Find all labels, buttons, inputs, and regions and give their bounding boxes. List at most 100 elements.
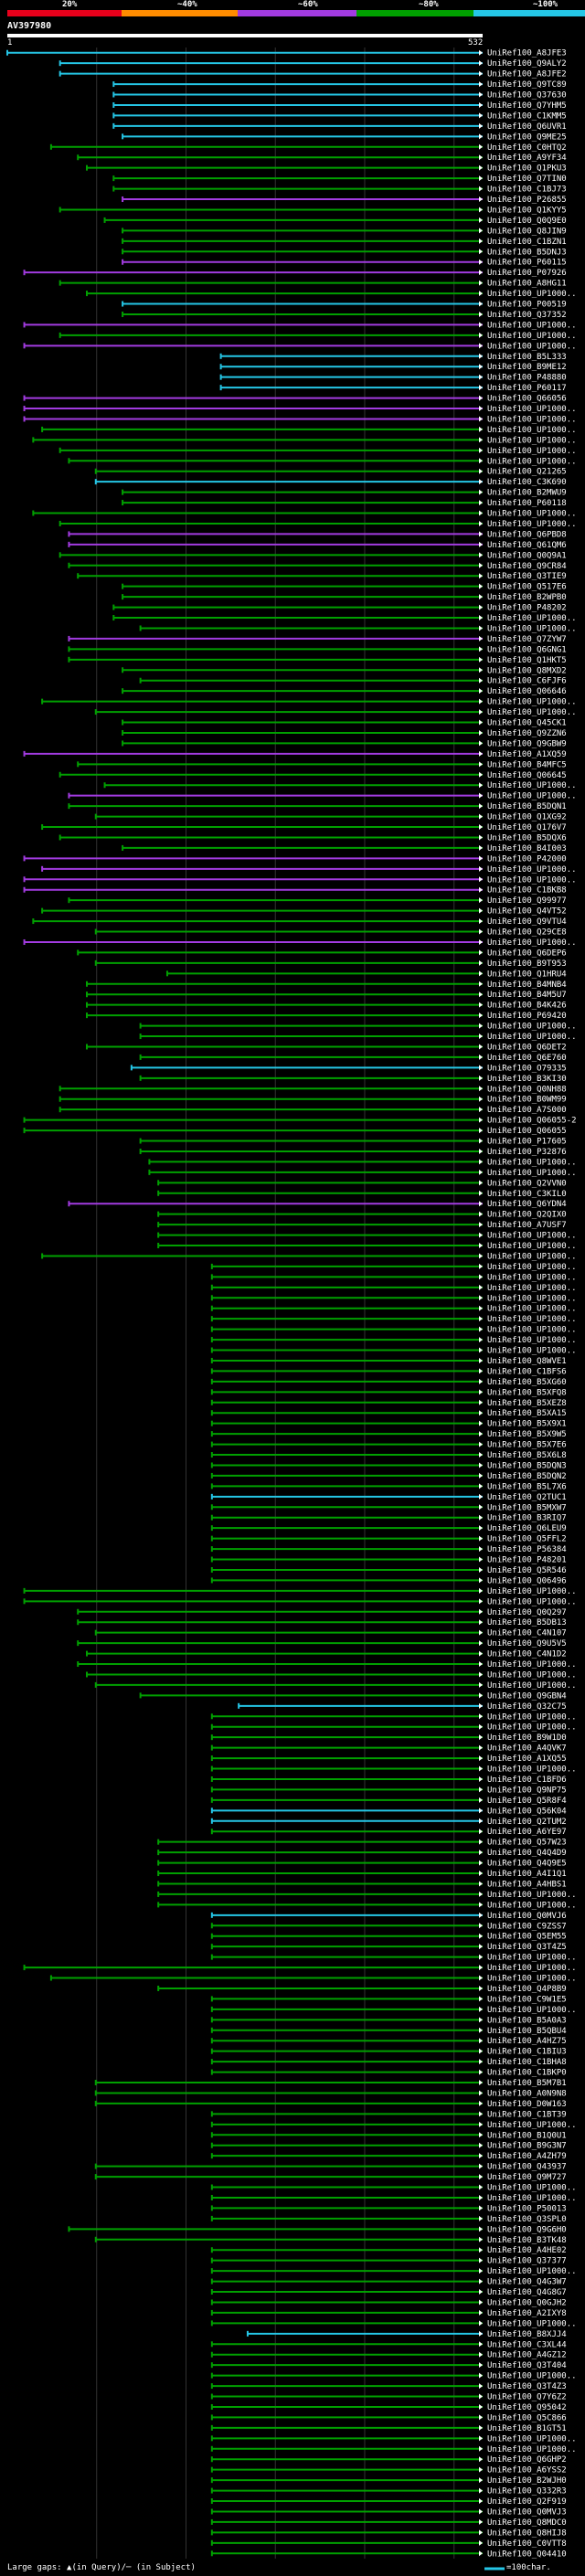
hit-label: UniRef100_P32876	[487, 1148, 567, 1157]
hit-label: UniRef100_UP1000..	[487, 1158, 577, 1167]
hit-end-arrow	[479, 1640, 483, 1647]
hit-label: UniRef100_UP1000..	[487, 447, 577, 456]
hit-end-arrow	[479, 1201, 483, 1207]
hit-end-arrow	[479, 447, 483, 453]
hit-label: UniRef100_UP1000..	[487, 2445, 577, 2454]
hit-label: UniRef100_A7S000	[487, 1106, 567, 1115]
hit-label: UniRef100_B2WJH0	[487, 2476, 567, 2486]
hit-end-arrow	[479, 1881, 483, 1887]
hit-label: UniRef100_Q9ME25	[487, 133, 567, 142]
hit-end-arrow	[479, 122, 483, 129]
hit-label: UniRef100_Q3T404	[487, 2361, 567, 2370]
hit-label: UniRef100_B5DQN3	[487, 1461, 567, 1470]
hit-end-arrow	[479, 1923, 483, 1929]
hit-end-arrow	[479, 635, 483, 641]
hit-label: UniRef100_C1BHA8	[487, 2058, 567, 2067]
hit-end-arrow	[479, 531, 483, 537]
hit-label: UniRef100_A1XQ59	[487, 750, 567, 759]
hit-end-arrow	[479, 2100, 483, 2106]
hit-label: UniRef100_B5QBU4	[487, 2027, 567, 2036]
hit-label: UniRef100_UP1000..	[487, 290, 577, 299]
hit-label: UniRef100_Q0Q9E0	[487, 217, 567, 226]
legend-bar-green	[356, 10, 473, 16]
hit-end-arrow	[479, 1222, 483, 1228]
hit-label: UniRef100_A0N9N8	[487, 2089, 567, 2098]
hit-end-arrow	[479, 154, 483, 161]
hit-label: UniRef100_Q4P8B9	[487, 1985, 567, 1994]
hit-end-arrow	[479, 1441, 483, 1447]
hit-label: UniRef100_B4MNB4	[487, 981, 567, 990]
hit-label: UniRef100_Q6YDN4	[487, 1200, 567, 1209]
hit-end-arrow	[479, 112, 483, 119]
hit-label: UniRef100_C1BFS6	[487, 1367, 567, 1376]
hit-label: UniRef100_P60118	[487, 499, 567, 508]
hit-end-arrow	[479, 2299, 483, 2306]
hit-label: UniRef100_UP1000..	[487, 708, 577, 717]
hit-end-arrow	[479, 1472, 483, 1479]
hit-end-arrow	[479, 468, 483, 474]
hit-label: UniRef100_Q06055	[487, 1127, 567, 1136]
legend-label-80: ~80%	[419, 0, 439, 9]
hit-label: UniRef100_UP1000..	[487, 415, 577, 424]
hit-end-arrow	[479, 249, 483, 255]
hit-label: UniRef100_B4MFC5	[487, 760, 567, 769]
hit-label: UniRef100_Q6DET2	[487, 1043, 567, 1052]
hit-end-arrow	[479, 2017, 483, 2023]
hit-end-arrow	[479, 1316, 483, 1322]
hit-label: UniRef100_Q8WVE1	[487, 1357, 567, 1366]
hit-end-arrow	[479, 981, 483, 987]
hit-end-arrow	[479, 1944, 483, 1950]
hit-label: UniRef100_Q3TIE9	[487, 572, 567, 581]
hit-label: UniRef100_C6FJF6	[487, 677, 567, 686]
hit-end-arrow	[479, 1587, 483, 1594]
hit-end-arrow	[479, 143, 483, 150]
hit-end-arrow	[479, 1389, 483, 1395]
hit-end-arrow	[479, 740, 483, 747]
hit-end-arrow	[479, 1975, 483, 1981]
hit-label: UniRef100_B1Q0U1	[487, 2131, 567, 2140]
hit-label: UniRef100_UP1000..	[487, 938, 577, 948]
hit-label: UniRef100_UP1000..	[487, 1284, 577, 1293]
hit-end-arrow	[479, 2080, 483, 2086]
hit-label: UniRef100_Q4G3W7	[487, 2278, 567, 2287]
hit-label: UniRef100_P26855	[487, 196, 567, 205]
hit-end-arrow	[479, 374, 483, 380]
hit-end-arrow	[479, 458, 483, 464]
hit-label: UniRef100_C1BKP0	[487, 2069, 567, 2078]
hit-end-arrow	[479, 1023, 483, 1029]
hit-label: UniRef100_P60117	[487, 384, 567, 393]
query-name: AV397980	[7, 21, 52, 31]
hit-label: UniRef100_Q61QM6	[487, 541, 567, 550]
hit-label: UniRef100_Q37352	[487, 311, 567, 320]
hit-label: UniRef100_C1BKB8	[487, 886, 567, 896]
hit-label: UniRef100_A2IXY8	[487, 2309, 567, 2318]
hit-end-arrow	[479, 1065, 483, 1071]
hit-label: UniRef100_B5X6L8	[487, 1451, 567, 1460]
hit-label: UniRef100_Q0NH88	[487, 1085, 567, 1094]
hit-label: UniRef100_Q7TIN0	[487, 175, 567, 184]
hit-end-arrow	[479, 1546, 483, 1553]
hit-label: UniRef100_UP1000..	[487, 865, 577, 875]
hit-end-arrow	[479, 2414, 483, 2421]
hit-label: UniRef100_Q57W23	[487, 1839, 567, 1848]
hit-label: UniRef100_Q37630	[487, 91, 567, 101]
hit-label: UniRef100_A4GZ12	[487, 2351, 567, 2360]
hit-label: UniRef100_UP1000..	[487, 1315, 577, 1324]
hit-label: UniRef100_UP1000..	[487, 342, 577, 351]
hit-label: UniRef100_A4HBS1	[487, 1880, 567, 1889]
hit-label: UniRef100_B5XFQ8	[487, 1388, 567, 1397]
hit-label: UniRef100_A4ZH79	[487, 2152, 567, 2161]
hit-end-arrow	[479, 2341, 483, 2348]
hit-label: UniRef100_UP1000..	[487, 1964, 577, 1973]
hit-end-arrow	[479, 406, 483, 412]
hit-label: UniRef100_C3XL44	[487, 2340, 567, 2349]
hit-label: UniRef100_Q9GBN4	[487, 1691, 567, 1701]
hit-end-arrow	[479, 552, 483, 558]
hit-end-arrow	[479, 1368, 483, 1374]
hit-end-arrow	[479, 1274, 483, 1280]
hit-label: UniRef100_Q6LEU9	[487, 1524, 567, 1533]
hit-end-arrow	[479, 1190, 483, 1196]
hit-label: UniRef100_Q4G8G7	[487, 2288, 567, 2297]
hit-end-arrow	[479, 667, 483, 673]
hit-end-arrow	[479, 1577, 483, 1584]
